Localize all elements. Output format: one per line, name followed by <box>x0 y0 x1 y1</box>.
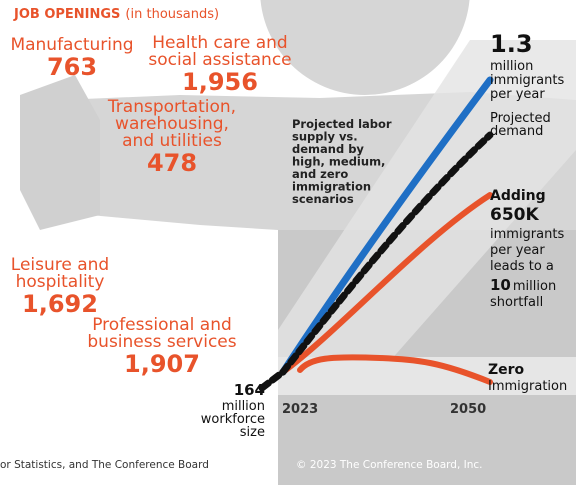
text-line: leads to a <box>490 259 554 274</box>
medium-lead: Adding <box>490 188 546 204</box>
text-line: immigrants <box>490 73 564 88</box>
zero-label-2: Immigration <box>488 379 567 394</box>
shortfall-label: shortfall <box>490 295 543 310</box>
header: JOB OPENINGS (in thousands) <box>13 7 219 22</box>
subtitle: (in thousands) <box>125 7 219 22</box>
x-tick-label: 2023 <box>282 402 318 417</box>
copyright: © 2023 The Conference Board, Inc. <box>296 459 483 471</box>
opening-value: 1,692 <box>22 290 98 318</box>
text-line: Manufacturing <box>10 35 133 55</box>
text-line: business services <box>87 332 236 352</box>
infographic: JOB OPENINGS (in thousands) Manufacturing… <box>0 0 576 485</box>
text-line: immigrants <box>490 227 564 242</box>
text-line: per year <box>490 243 545 258</box>
opening-value: 1,956 <box>182 68 258 96</box>
text-line: size <box>240 425 265 440</box>
text-line: social assistance <box>148 50 291 70</box>
opening-value: 1,907 <box>124 350 200 378</box>
text-line: per year <box>490 87 545 102</box>
text-line: million <box>490 59 533 74</box>
opening-value: 763 <box>47 53 97 81</box>
title: JOB OPENINGS <box>13 7 120 22</box>
start-value: 164 <box>234 381 265 399</box>
opening-value: 478 <box>147 149 197 177</box>
medium-value: 650K <box>490 205 539 225</box>
shortfall-value: 10 <box>490 276 511 294</box>
opening-label: Transportation,warehousing,and utilities <box>107 97 236 151</box>
high-value: 1.3 <box>490 30 533 58</box>
text-line: scenarios <box>292 192 354 206</box>
text-line: demand <box>490 124 543 139</box>
text-line: hospitality <box>16 272 105 292</box>
opening-label: Manufacturing <box>10 35 133 55</box>
shortfall-unit: million <box>513 279 556 294</box>
x-tick-label: 2050 <box>450 402 486 417</box>
zero-label: Zero <box>488 362 525 378</box>
text-line: and utilities <box>122 131 222 151</box>
source: or Statistics, and The Conference Board <box>0 459 209 471</box>
